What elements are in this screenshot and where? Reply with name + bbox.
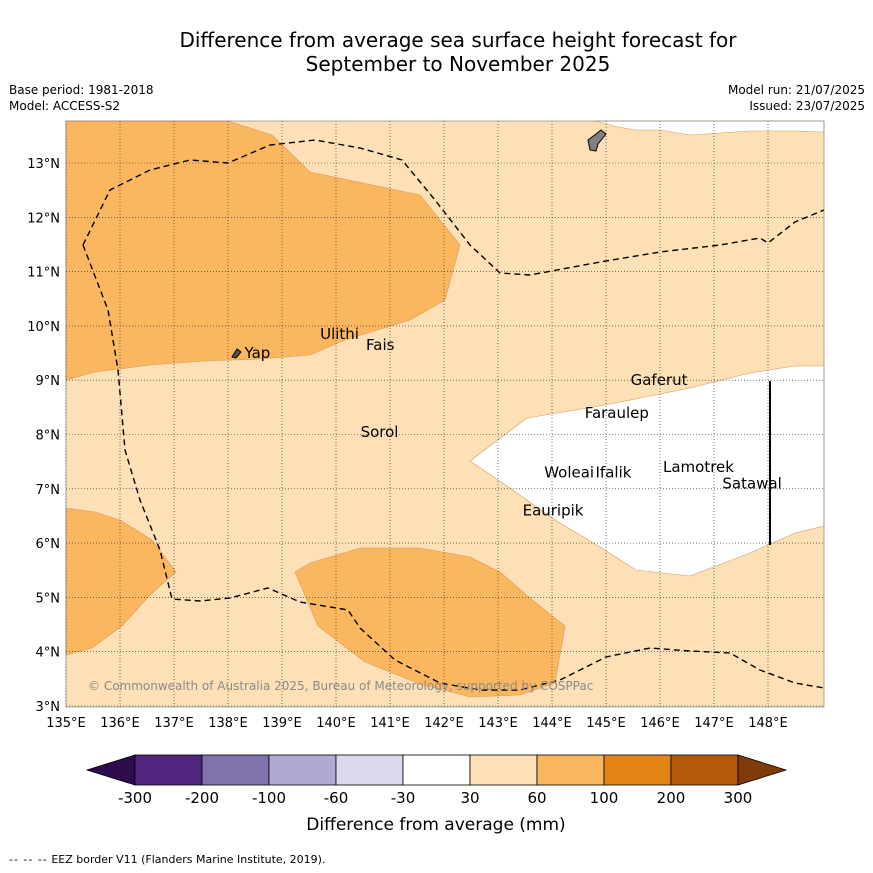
place-label-faraulep: Faraulep	[585, 404, 649, 422]
meta-left: Base period: 1981-2018 Model: ACCESS-S2	[9, 82, 154, 114]
title-line-1: Difference from average sea surface heig…	[179, 28, 737, 52]
issued-date: Issued: 23/07/2025	[749, 99, 865, 113]
latitude-tick-labels: 3°N 4°N 5°N 6°N 7°N 8°N 9°N 10°N 11°N 12°N 13°N	[27, 157, 60, 715]
colorbar-tick-label: 30	[460, 789, 479, 807]
place-label-lamotrek: Lamotrek	[663, 458, 734, 476]
chart-title: Difference from average sea surface heig…	[40, 28, 873, 76]
eez-border-southwest	[82, 244, 825, 691]
meta-right: Model run: 21/07/2025 Issued: 23/07/2025	[728, 82, 865, 114]
lon-tick-label: 140°E	[316, 716, 356, 731]
colorbar-tick-label: 100	[590, 789, 619, 807]
lat-tick-label: 8°N	[36, 429, 61, 444]
guam-island	[587, 129, 607, 152]
model-run: Model run: 21/07/2025	[727, 83, 865, 97]
lon-tick-label: 145°E	[586, 716, 626, 731]
lon-tick-label: 147°E	[694, 716, 734, 731]
longitude-tick-labels: 135°E 136°E 137°E 138°E 139°E 140°E 141°E 142°E…	[46, 716, 788, 731]
colorbar-tick-label: -200	[185, 789, 219, 807]
lat-tick-label: 12°N	[27, 211, 60, 226]
lat-tick-label: 6°N	[36, 537, 61, 552]
place-labels: Yap Ulithi Fais Sorol Gaferut Faraulep Woleai I…	[244, 325, 782, 519]
base-period: Base period: 1981-2018	[9, 83, 154, 97]
map-frame	[65, 120, 825, 708]
eez-border-west	[82, 139, 825, 276]
lat-tick-label: 9°N	[36, 374, 61, 389]
legend-note: -- -- -- EEZ border V11 (Flanders Marine…	[9, 853, 325, 866]
lon-tick-label: 146°E	[640, 716, 680, 731]
lon-tick-label: 137°E	[154, 716, 194, 731]
lon-tick-label: 142°E	[424, 716, 464, 731]
colorbar-segment	[402, 754, 471, 786]
lat-tick-label: 4°N	[36, 646, 61, 661]
place-label-woleai: Woleai	[544, 464, 594, 482]
colorbar-segment	[268, 754, 337, 786]
place-label-ulithi: Ulithi	[320, 325, 359, 343]
colorbar-segment	[603, 754, 672, 786]
contour-neutral-east	[469, 365, 825, 577]
place-label-eauripik: Eauripik	[523, 502, 584, 520]
lon-tick-label: 143°E	[478, 716, 518, 731]
colorbar-label: Difference from average (mm)	[306, 815, 565, 835]
lon-tick-label: 139°E	[262, 716, 302, 731]
lon-tick-label: 141°E	[370, 716, 410, 731]
lon-tick-label: 148°E	[748, 716, 788, 731]
eez-dash-sample: -- -- --	[9, 853, 48, 866]
place-label-gaferut: Gaferut	[631, 371, 688, 389]
copyright-text: © Commonwealth of Australia 2025, Bureau…	[88, 679, 593, 693]
lat-tick-label: 10°N	[27, 320, 60, 335]
lon-tick-label: 135°E	[46, 716, 86, 731]
colorbar-tick-label: -100	[252, 789, 286, 807]
contour-60-100-south	[294, 547, 566, 698]
colorbar-under-arrow	[85, 754, 136, 786]
colorbar-segment	[335, 754, 404, 786]
colorbar-segment	[134, 754, 203, 786]
colorbar-segment	[469, 754, 538, 786]
colorbar: -300 -200 -100 -60 -30 30 60 100 200 300	[85, 754, 788, 807]
yap-island	[231, 348, 242, 359]
colorbar-tick-label: 300	[724, 789, 753, 807]
lat-tick-label: 3°N	[36, 700, 61, 715]
place-label-yap: Yap	[244, 344, 271, 362]
place-label-satawal: Satawal	[722, 474, 781, 492]
legend-note-text: EEZ border V11 (Flanders Marine Institut…	[51, 853, 326, 866]
lon-tick-label: 138°E	[208, 716, 248, 731]
place-label-fais: Fais	[366, 336, 395, 354]
colorbar-segment	[201, 754, 270, 786]
colorbar-over-arrow	[737, 754, 788, 786]
colorbar-tick-label: -30	[391, 789, 416, 807]
colorbar-segment	[670, 754, 739, 786]
colorbar-tick-label: -300	[118, 789, 152, 807]
lon-tick-label: 144°E	[532, 716, 572, 731]
title-line-2: September to November 2025	[305, 52, 611, 76]
colorbar-segment	[536, 754, 605, 786]
model-name: Model: ACCESS-S2	[9, 99, 121, 113]
colorbar-tick-label: 200	[657, 789, 686, 807]
contour-60-100-northwest	[65, 120, 461, 381]
colorbar-tick-label: -60	[324, 789, 349, 807]
lat-tick-label: 7°N	[36, 483, 61, 498]
lat-tick-label: 13°N	[27, 157, 60, 172]
colorbar-tick-label: 60	[527, 789, 546, 807]
gridlines	[65, 121, 824, 707]
lat-tick-label: 5°N	[36, 591, 61, 606]
lat-tick-label: 11°N	[27, 266, 60, 281]
lon-tick-label: 136°E	[100, 716, 140, 731]
place-label-ifalik: Ifalik	[596, 464, 632, 482]
place-label-sorol: Sorol	[361, 423, 399, 441]
